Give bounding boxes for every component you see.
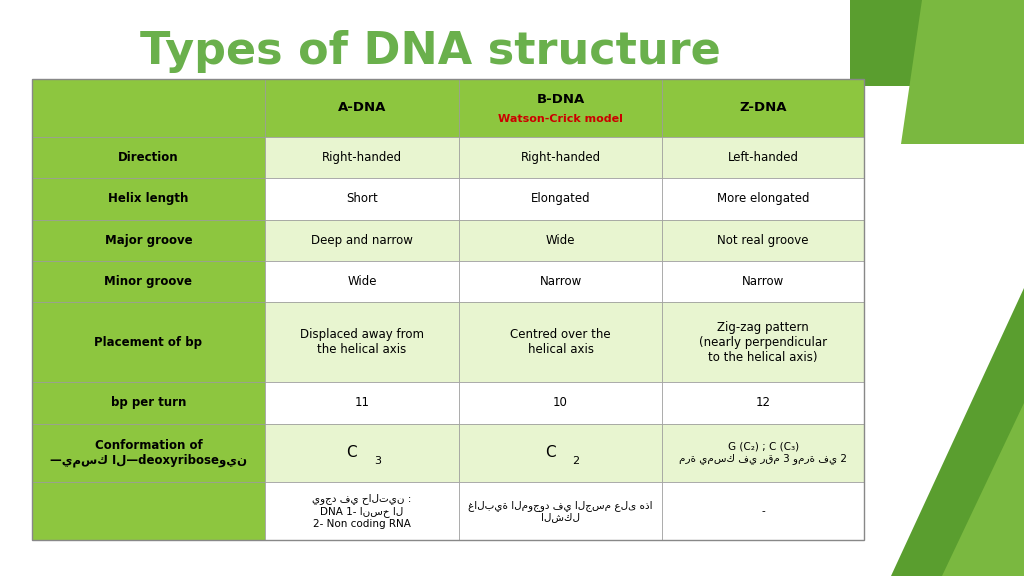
Text: Left-handed: Left-handed — [728, 151, 799, 164]
Bar — [265, 219, 459, 261]
Text: 12: 12 — [756, 396, 771, 410]
Bar — [32, 137, 265, 179]
Bar — [265, 179, 459, 219]
Bar — [32, 179, 265, 219]
Text: More elongated: More elongated — [717, 192, 809, 206]
Text: Watson-Crick model: Watson-Crick model — [498, 115, 623, 124]
Text: Placement of bp: Placement of bp — [94, 336, 203, 349]
Text: غالبية الموجود في الجسم على هذا
الشكل: غالبية الموجود في الجسم على هذا الشكل — [468, 500, 652, 522]
Text: Z-DNA: Z-DNA — [739, 101, 787, 115]
Text: 2: 2 — [572, 456, 580, 467]
Text: Right-handed: Right-handed — [322, 151, 402, 164]
Bar — [663, 261, 864, 302]
Text: Conformation of
—يمسك ال—deoxyriboseوين: Conformation of —يمسك ال—deoxyriboseوين — [50, 438, 247, 467]
Bar — [265, 302, 459, 382]
Text: Deep and narrow: Deep and narrow — [311, 234, 413, 247]
Text: -: - — [762, 506, 765, 516]
Bar — [265, 423, 459, 482]
Text: Short: Short — [346, 192, 378, 206]
Bar — [265, 261, 459, 302]
Bar — [32, 79, 265, 137]
Text: A-DNA: A-DNA — [338, 101, 386, 115]
Bar — [663, 179, 864, 219]
Bar — [32, 423, 265, 482]
Bar — [459, 179, 663, 219]
Bar — [663, 302, 864, 382]
Bar — [663, 382, 864, 423]
Text: Wide: Wide — [347, 275, 377, 288]
Text: Helix length: Helix length — [109, 192, 188, 206]
Bar — [32, 219, 265, 261]
Bar — [459, 219, 663, 261]
Bar — [32, 382, 265, 423]
Bar — [265, 482, 459, 540]
Bar — [32, 302, 265, 382]
Text: Zig-zag pattern
(nearly perpendicular
to the helical axis): Zig-zag pattern (nearly perpendicular to… — [699, 321, 827, 364]
Text: bp per turn: bp per turn — [111, 396, 186, 410]
Bar — [32, 261, 265, 302]
Bar — [663, 137, 864, 179]
Text: G (C₂) ; C (C₃)
مرة يمسك في رقم 3 ومرة في 2: G (C₂) ; C (C₃) مرة يمسك في رقم 3 ومرة ف… — [679, 442, 847, 464]
Text: B-DNA: B-DNA — [537, 93, 585, 106]
Bar — [265, 79, 459, 137]
Text: Direction: Direction — [118, 151, 179, 164]
Bar — [459, 79, 663, 137]
Bar — [265, 382, 459, 423]
Bar — [663, 79, 864, 137]
Bar — [32, 79, 864, 540]
Text: Displaced away from
the helical axis: Displaced away from the helical axis — [300, 328, 424, 357]
Bar — [459, 382, 663, 423]
Text: Not real groove: Not real groove — [718, 234, 809, 247]
Text: Narrow: Narrow — [540, 275, 582, 288]
Text: 10: 10 — [553, 396, 568, 410]
Text: Notes: Notes — [129, 505, 168, 518]
Bar — [663, 423, 864, 482]
Bar — [459, 423, 663, 482]
Bar — [32, 482, 265, 540]
Text: Right-handed: Right-handed — [520, 151, 600, 164]
Text: C: C — [346, 445, 357, 460]
Bar — [663, 219, 864, 261]
Bar — [459, 482, 663, 540]
Text: Centred over the
helical axis: Centred over the helical axis — [510, 328, 611, 357]
Bar — [459, 302, 663, 382]
Text: Narrow: Narrow — [742, 275, 784, 288]
Bar — [663, 482, 864, 540]
Text: يوجد في حالتين :
DNA 1- انسخ ال
2- Non coding RNA: يوجد في حالتين : DNA 1- انسخ ال 2- Non c… — [312, 494, 412, 529]
Text: 3: 3 — [374, 456, 381, 467]
Bar — [459, 261, 663, 302]
Text: C: C — [545, 445, 556, 460]
Text: Minor groove: Minor groove — [104, 275, 193, 288]
Bar — [265, 137, 459, 179]
Bar — [459, 137, 663, 179]
Text: Elongated: Elongated — [530, 192, 590, 206]
Text: 11: 11 — [354, 396, 370, 410]
Text: Major groove: Major groove — [104, 234, 193, 247]
Text: Wide: Wide — [546, 234, 575, 247]
Text: Types of DNA structure: Types of DNA structure — [140, 30, 721, 73]
